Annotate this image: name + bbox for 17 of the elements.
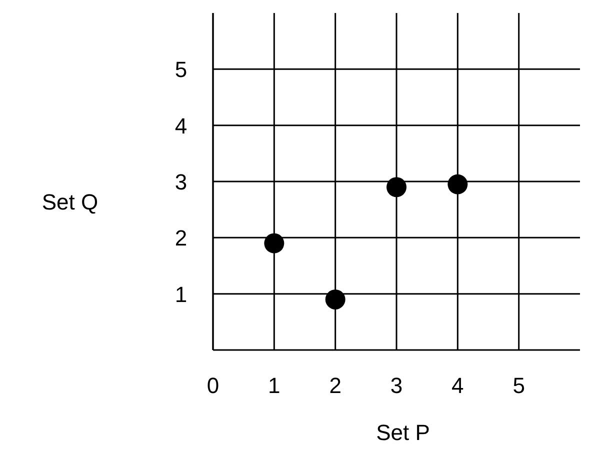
x-tick-label: 4 — [452, 373, 464, 398]
x-tick-label: 2 — [329, 373, 342, 398]
x-tick-label: 0 — [206, 373, 220, 398]
y-tick-label: 2 — [174, 226, 188, 251]
x-tick-label: 1 — [268, 373, 280, 398]
point — [448, 174, 468, 194]
x-axis-title: Set P — [376, 420, 430, 445]
y-tick-label: 1 — [174, 282, 188, 307]
point — [325, 289, 346, 310]
point — [264, 233, 284, 254]
y-tick-label: 4 — [174, 113, 188, 138]
y-tick-label: 3 — [174, 170, 188, 194]
point — [386, 177, 406, 198]
y-axis-title: Set Q — [42, 190, 98, 214]
x-tick-label: 3 — [390, 373, 403, 398]
y-tick-label: 5 — [174, 57, 188, 82]
x-tick-label: 5 — [512, 373, 525, 398]
